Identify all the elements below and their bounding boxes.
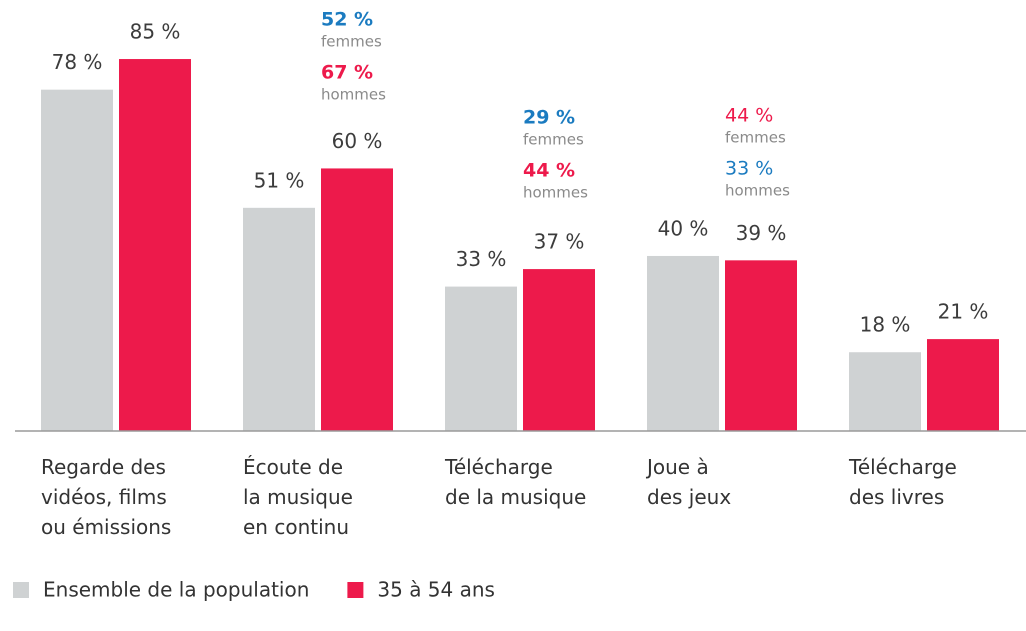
category-label: Télécharge des livres: [848, 455, 957, 509]
category-label: Écoute de la musique en continu: [243, 455, 353, 539]
value-label: 18 %: [860, 313, 911, 337]
annotation-text: femmes: [523, 131, 584, 149]
category-line: des jeux: [647, 485, 731, 509]
category-label: Télécharge de la musique: [444, 455, 586, 509]
category-line: vidéos, films: [41, 485, 167, 509]
annotation-text: hommes: [725, 182, 790, 200]
annotation-text: hommes: [523, 184, 588, 202]
annotation-value: 67 %: [321, 62, 373, 84]
annotation-text: femmes: [321, 33, 382, 51]
annotation-text: femmes: [725, 129, 786, 147]
annotation-value: 44 %: [725, 105, 773, 127]
annotation-value: 29 %: [523, 107, 575, 129]
category-line: Télécharge: [444, 455, 553, 479]
annotation-value: 33 %: [725, 158, 773, 180]
value-label: 60 %: [332, 129, 383, 153]
value-label: 39 %: [736, 221, 787, 245]
category-line: Regarde des: [41, 455, 166, 479]
bar: [523, 269, 595, 431]
legend-label: Ensemble de la population: [43, 578, 309, 602]
annotation-text: hommes: [321, 86, 386, 104]
value-label: 33 %: [456, 247, 507, 271]
category-line: de la musique: [445, 485, 586, 509]
value-label: 37 %: [534, 230, 585, 254]
category-line: Télécharge: [848, 455, 957, 479]
category-line: Joue à: [645, 455, 709, 479]
category-line: la musique: [243, 485, 353, 509]
bar: [321, 168, 393, 431]
bar: [445, 286, 517, 431]
value-label: 85 %: [130, 20, 181, 44]
bar: [647, 255, 719, 431]
annotation-value: 52 %: [321, 9, 373, 31]
bar: [119, 59, 191, 431]
legend-swatch: [13, 582, 29, 598]
bar: [725, 260, 797, 431]
value-label: 51 %: [254, 168, 305, 192]
category-line: ou émissions: [41, 515, 171, 539]
value-label: 78 %: [52, 50, 103, 74]
legend-swatch: [347, 582, 364, 598]
bar: [849, 352, 921, 431]
category-label: Regarde des vidéos, films ou émissions: [41, 455, 171, 539]
bar: [41, 89, 113, 431]
annotation-value: 44 %: [523, 160, 575, 182]
value-label: 40 %: [658, 216, 709, 240]
bar: [927, 339, 999, 431]
bar: [243, 207, 315, 431]
category-line: en continu: [243, 515, 349, 539]
legend-label: 35 à 54 ans: [377, 578, 495, 602]
category-line: des livres: [849, 485, 944, 509]
category-line: Écoute de: [243, 455, 343, 479]
value-label: 21 %: [938, 300, 989, 324]
category-label: Joue à des jeux: [645, 455, 731, 509]
